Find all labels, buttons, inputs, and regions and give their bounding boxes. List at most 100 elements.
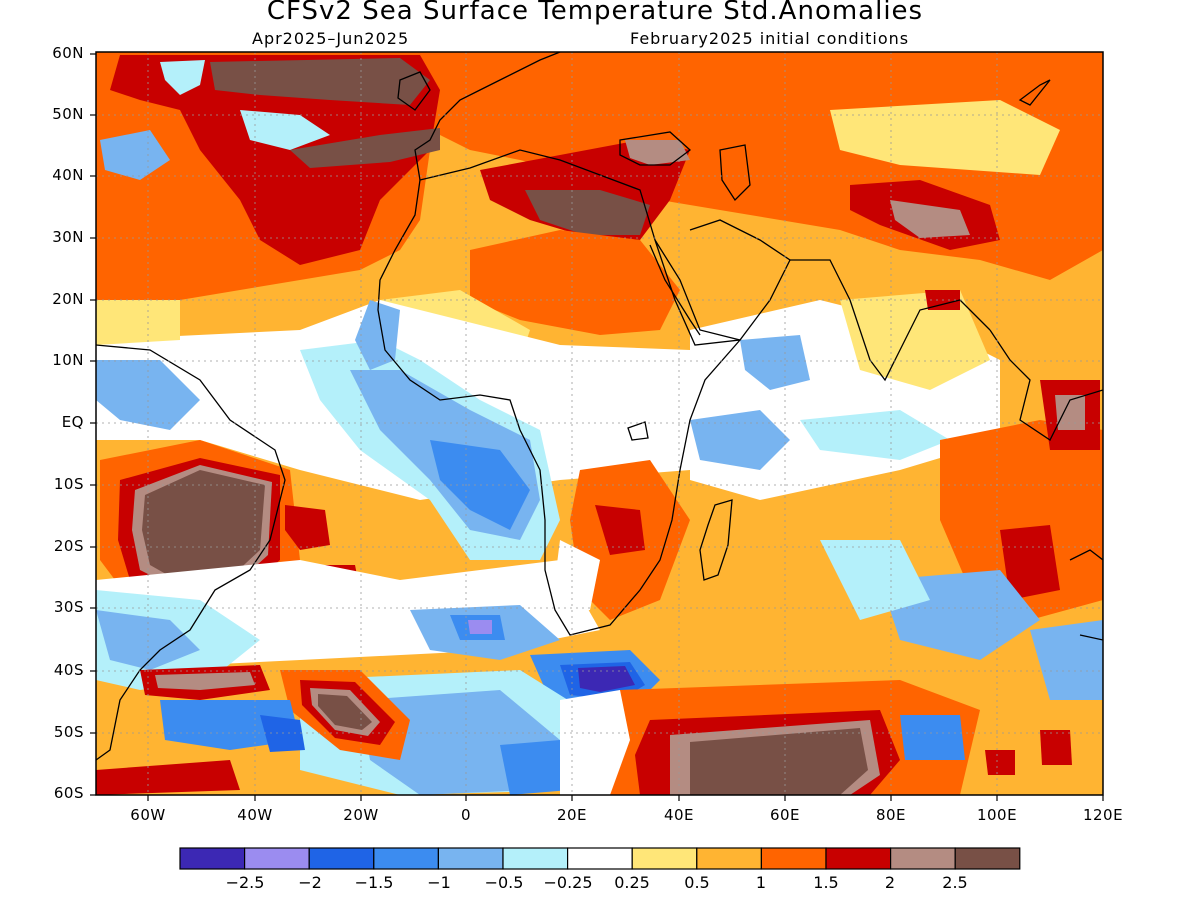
initial-conditions: February2025 initial conditions bbox=[630, 29, 910, 48]
s-indian-brown bbox=[690, 728, 868, 795]
south-atlantic-red-1 bbox=[285, 505, 330, 550]
anomaly-field bbox=[96, 52, 1103, 795]
caspian-coast bbox=[719, 144, 751, 202]
far-se-red bbox=[1040, 730, 1072, 765]
colorbar-label: −0.25 bbox=[543, 873, 593, 892]
west-africa-coast-blue bbox=[355, 300, 400, 370]
lat-label-30s: 30S bbox=[53, 598, 84, 616]
lat-label-20n: 20N bbox=[52, 290, 84, 308]
british-isles-coast bbox=[397, 71, 431, 111]
lon-label-120e: 120E bbox=[1082, 806, 1124, 824]
colorbar-swatch bbox=[760, 847, 827, 870]
australia-coast bbox=[1069, 549, 1103, 641]
colorbar-swatch bbox=[631, 847, 698, 870]
e-indian-red bbox=[1000, 525, 1060, 600]
colorbar-label: 1.5 bbox=[813, 873, 839, 892]
lat-label-60s: 60S bbox=[53, 784, 84, 802]
midlat-warm-1-dark bbox=[318, 694, 372, 730]
india-coast bbox=[790, 259, 991, 382]
coastlines bbox=[96, 52, 1103, 761]
indonesia-pink bbox=[1055, 395, 1085, 430]
arabian-sea-blue bbox=[740, 335, 810, 390]
lat-label-10n: 10N bbox=[52, 351, 84, 369]
med-brown bbox=[525, 190, 650, 235]
colorbar-swatch bbox=[244, 847, 310, 870]
sw-atlantic-pink bbox=[155, 672, 255, 690]
axis-ticks bbox=[90, 53, 1104, 801]
north-atlantic-ltblue bbox=[160, 60, 205, 95]
north-atlantic-ltblue-2 bbox=[240, 110, 330, 150]
colorbar-swatch bbox=[566, 847, 633, 870]
forecast-period: Apr2025–Jun2025 bbox=[252, 29, 410, 48]
lat-label-10s: 10S bbox=[53, 475, 84, 493]
lat-label-40s: 40S bbox=[53, 661, 84, 679]
lon-label-20w: 20W bbox=[343, 806, 379, 824]
s-atlantic-blue-band bbox=[500, 740, 570, 795]
se-asia-coast bbox=[989, 329, 1103, 441]
bay-of-bengal-pale bbox=[840, 290, 990, 390]
e-indian-orange bbox=[940, 420, 1103, 620]
graticule bbox=[96, 52, 1103, 795]
colorbar-swatch bbox=[179, 847, 246, 870]
southwest-darkblue bbox=[260, 715, 305, 752]
africa-coast bbox=[377, 149, 742, 636]
colorbar-swatch bbox=[502, 847, 569, 870]
lon-label-100e: 100E bbox=[976, 806, 1018, 824]
brazil-brown bbox=[142, 470, 265, 582]
se-indian-ltblue bbox=[820, 540, 930, 620]
eq-indian-ltblue bbox=[800, 410, 950, 460]
madagascar-coast bbox=[699, 499, 733, 581]
colorbar-label: 0.5 bbox=[684, 873, 710, 892]
labrador-blue bbox=[100, 130, 170, 180]
southern-africa-red bbox=[595, 505, 645, 555]
sw-bottom-red bbox=[96, 760, 240, 795]
lon-label-80e: 80E bbox=[875, 806, 907, 824]
colorbar-label: −0.5 bbox=[484, 873, 524, 892]
colorbar-label: 2.5 bbox=[942, 873, 968, 892]
colorbar-swatch bbox=[437, 847, 504, 870]
colorbar-swatch bbox=[696, 847, 762, 870]
colorbar-swatch bbox=[825, 847, 892, 870]
asia-brown bbox=[890, 200, 970, 238]
colorbar-swatch bbox=[889, 847, 956, 870]
far-se-blue bbox=[1030, 620, 1103, 700]
colorbar-label: −1.5 bbox=[354, 873, 394, 892]
north-atlantic-brown-1 bbox=[210, 58, 430, 105]
lat-label-30n: 30N bbox=[52, 228, 84, 246]
colorbar-label: 2 bbox=[884, 873, 896, 892]
lat-label-eq: EQ bbox=[61, 413, 84, 431]
colorbar-label: 0.25 bbox=[614, 873, 650, 892]
colorbar-swatch bbox=[373, 847, 439, 870]
s-atlantic-lilac bbox=[468, 620, 492, 634]
lat-label-60n: 60N bbox=[52, 44, 84, 62]
agulhas-indigo bbox=[578, 666, 635, 692]
colorbar-swatch bbox=[308, 847, 375, 870]
lon-label-40e: 40E bbox=[663, 806, 695, 824]
south-america-coast bbox=[96, 344, 286, 761]
black-sea-brown bbox=[625, 140, 690, 165]
page-title: CFSv2 Sea Surface Temperature Std.Anomal… bbox=[266, 0, 924, 26]
iberia-europe-coast bbox=[414, 52, 561, 181]
lon-label-0: 0 bbox=[460, 806, 472, 824]
mongolia-pale bbox=[830, 100, 1060, 175]
s-indian-neutral-tongue bbox=[560, 690, 630, 795]
caribbean-pale bbox=[96, 300, 180, 345]
colorbar-label: 1 bbox=[755, 873, 767, 892]
colorbar-label: −1 bbox=[427, 873, 451, 892]
lat-label-20s: 20S bbox=[53, 537, 84, 555]
kamchatka-coast bbox=[1018, 79, 1051, 106]
lon-label-40w: 40W bbox=[237, 806, 273, 824]
red-sea-coast bbox=[649, 244, 701, 336]
lat-label-40n: 40N bbox=[52, 166, 84, 184]
colorbar-swatch bbox=[954, 847, 1021, 870]
lon-label-60e: 60E bbox=[769, 806, 801, 824]
north-atlantic-brown-2 bbox=[290, 128, 440, 168]
lon-label-60w: 60W bbox=[130, 806, 166, 824]
colorbar-label: −2 bbox=[298, 873, 322, 892]
sahara-orange bbox=[470, 230, 680, 335]
lake-victoria bbox=[627, 421, 649, 441]
somali-blue bbox=[690, 410, 790, 470]
black-sea-coast bbox=[619, 131, 692, 166]
colorbar bbox=[179, 847, 1021, 870]
